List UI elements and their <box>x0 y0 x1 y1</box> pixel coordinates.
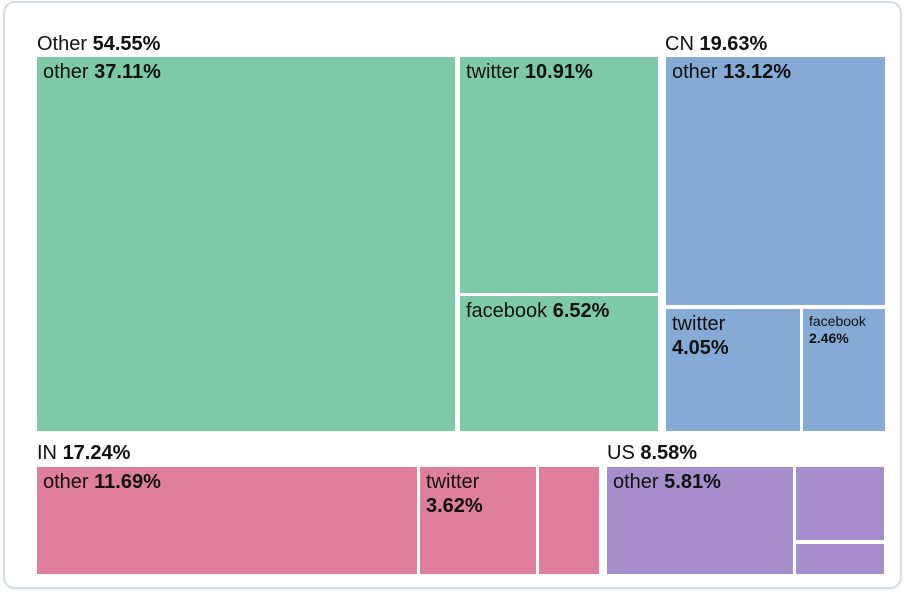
cell-percent: 10.91% <box>524 61 593 83</box>
group-name: CN <box>665 33 694 55</box>
cell-percent: 13.12% <box>723 61 791 83</box>
cell-label: twitter <box>672 313 726 335</box>
cell-percent: 2.46% <box>809 330 849 346</box>
cell-label: facebook <box>809 313 866 329</box>
cell-other-facebook[interactable]: facebook 6.52% <box>460 296 658 431</box>
cell-us-other[interactable]: other 5.81% <box>607 467 793 574</box>
group-name: Other <box>37 33 88 55</box>
cell-cn-other[interactable]: other 13.12% <box>666 57 885 305</box>
group-percent: 19.63% <box>699 33 768 55</box>
cell-percent: 3.62% <box>426 495 483 517</box>
cell-in-twitter[interactable]: twitter 3.62% <box>420 467 536 574</box>
cell-label: twitter <box>466 61 520 83</box>
cell-other-twitter[interactable]: twitter 10.91% <box>460 57 658 293</box>
cell-percent: 11.69% <box>94 471 161 493</box>
cell-cn-twitter[interactable]: twitter 4.05% <box>666 309 800 431</box>
group-header-us: US 8.58% <box>607 442 697 464</box>
cell-other-other[interactable]: other 37.11% <box>37 57 455 431</box>
cell-percent: 6.52% <box>552 300 610 322</box>
cell-label: other <box>672 61 718 83</box>
cell-label: other <box>43 471 89 493</box>
cell-cn-facebook[interactable]: facebook 2.46% <box>803 309 885 431</box>
group-percent: 17.24% <box>62 442 131 464</box>
cell-in-unlabeled[interactable] <box>539 467 599 574</box>
cell-us-unlabeled-bottom[interactable] <box>796 544 884 574</box>
treemap-card: Other 54.55% other 37.11% twitter 10.91%… <box>3 1 902 589</box>
cell-percent: 5.81% <box>664 471 721 493</box>
cell-in-other[interactable]: other 11.69% <box>37 467 417 574</box>
cell-percent: 37.11% <box>94 61 161 83</box>
group-percent: 8.58% <box>640 442 698 464</box>
cell-us-unlabeled-top[interactable] <box>796 467 884 540</box>
cell-label: other <box>613 471 659 493</box>
group-name: US <box>607 442 635 464</box>
cell-percent: 4.05% <box>672 337 729 359</box>
group-header-in: IN 17.24% <box>37 442 130 464</box>
cell-label: facebook <box>466 300 548 322</box>
cell-label: twitter <box>426 471 480 493</box>
group-name: IN <box>37 442 57 464</box>
group-header-cn: CN 19.63% <box>665 33 767 55</box>
group-percent: 54.55% <box>92 33 161 55</box>
cell-label: other <box>43 61 89 83</box>
group-header-other: Other 54.55% <box>37 33 160 55</box>
